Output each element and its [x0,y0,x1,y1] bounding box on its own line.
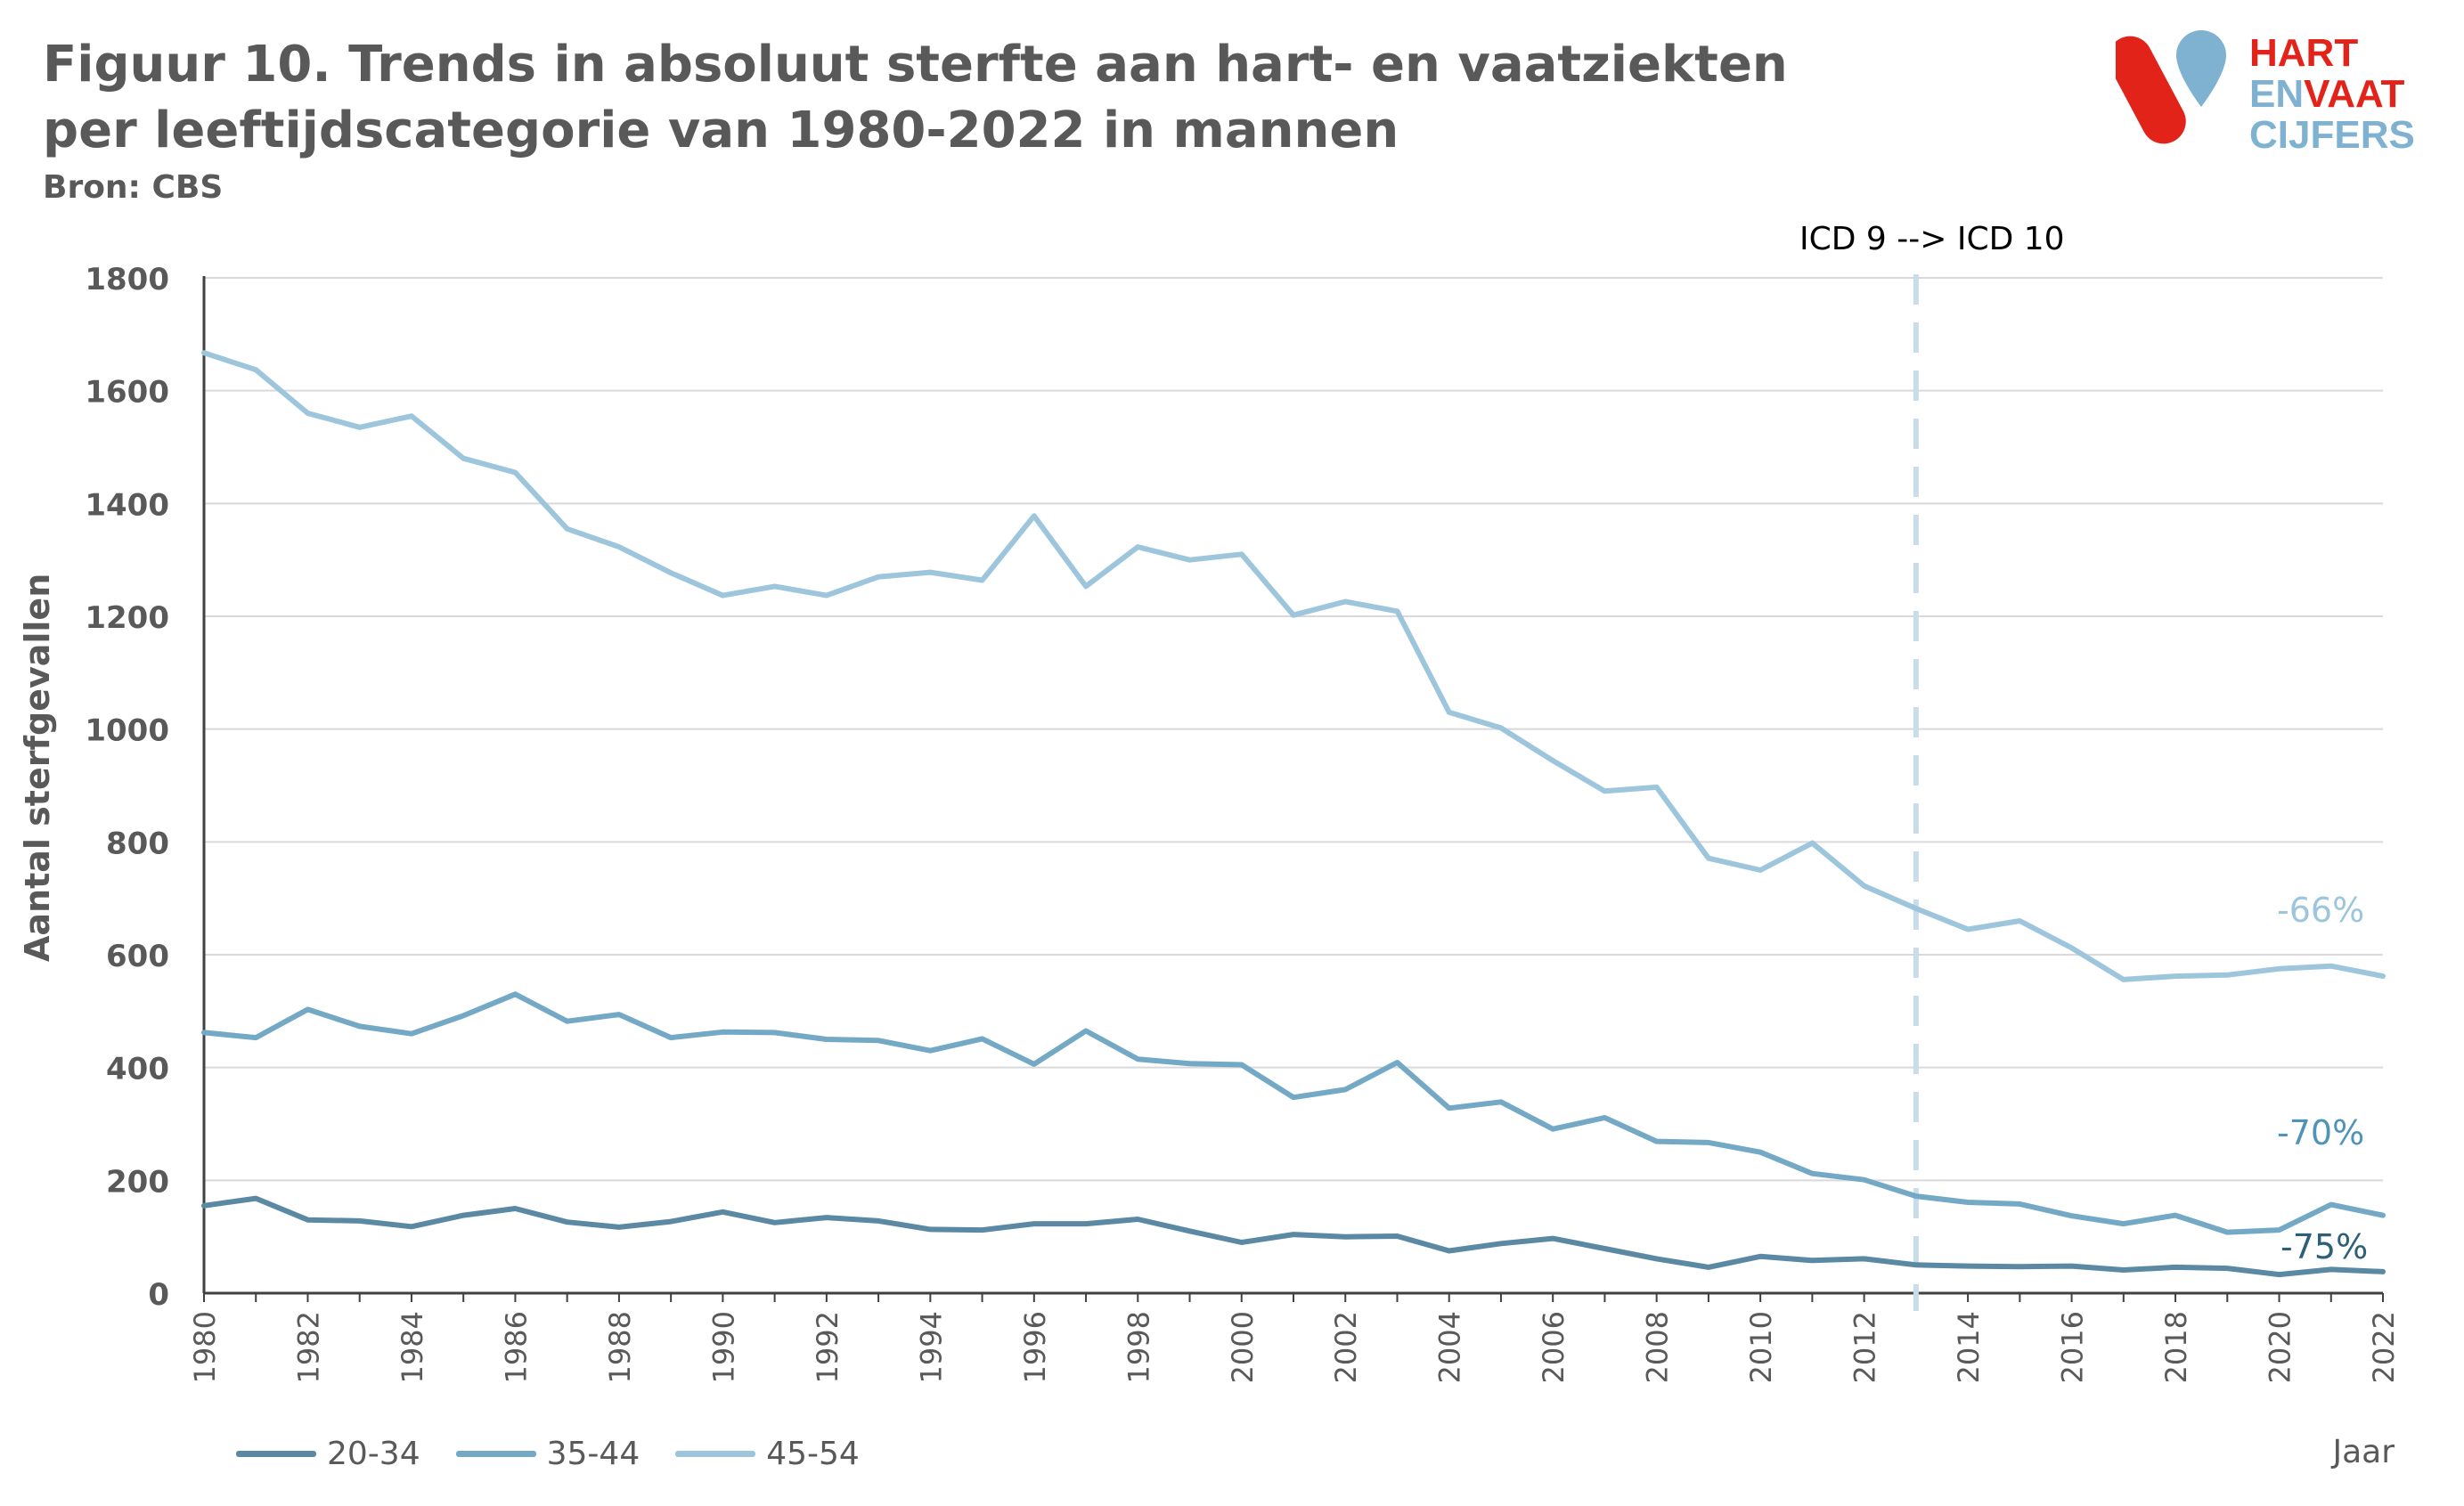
y-tick-label-1400: 1400 [85,487,169,523]
end-label-45-54: -66% [2277,891,2365,930]
series-line-20-34 [201,1195,2386,1278]
legend-label-35-44: 35-44 [546,1436,640,1472]
x-tick-label-2008: 2008 [1641,1311,1675,1383]
legend-item-35-44: 35-44 [455,1436,640,1472]
legend-swatch-20-34 [236,1451,316,1457]
x-tick-label-2014: 2014 [1952,1311,1986,1383]
x-axis-title: Jaar [2332,1434,2395,1470]
x-tick-label-2018: 2018 [2159,1311,2193,1383]
x-tick-label-2010: 2010 [1744,1311,1778,1383]
y-tick-label-600: 600 [106,939,169,974]
y-tick-label-0: 0 [148,1277,169,1313]
x-tick-label-1992: 1992 [811,1311,844,1383]
y-tick-label-400: 400 [106,1052,169,1087]
x-tick-label-1998: 1998 [1122,1311,1155,1383]
legend-label-45-54: 45-54 [766,1436,860,1472]
logo-mark-icon [2116,30,2226,144]
legend-swatch-45-54 [675,1451,756,1457]
legend-label-20-34: 20-34 [327,1436,420,1472]
y-tick-label-200: 200 [106,1164,169,1200]
x-tick-label-2002: 2002 [1329,1311,1363,1383]
series-line-45-54 [201,350,2386,982]
chart-source: Bron: CBS [43,169,224,206]
legend-swatch-35-44 [455,1451,536,1457]
y-tick-label-800: 800 [106,826,169,861]
chart-title: Figuur 10. Trends in absoluut sterfte aa… [43,36,1788,159]
x-tick-label-1990: 1990 [706,1311,740,1383]
x-tick-label-2022: 2022 [2367,1311,2401,1383]
x-tick-label-2006: 2006 [1537,1311,1571,1383]
legend: 20-34 35-44 45-54 [236,1436,860,1472]
x-tick-label-2000: 2000 [1226,1311,1260,1383]
y-axis-title: Aantal sterfgevallen [18,573,57,962]
x-tick-label-2016: 2016 [2056,1311,2090,1383]
end-label-20-34: -75% [2280,1227,2369,1266]
x-tick-label-2020: 2020 [2264,1311,2297,1383]
x-tick-label-1980: 1980 [188,1311,222,1383]
y-tick-label-1800: 1800 [85,262,169,297]
x-tick-label-2012: 2012 [1848,1311,1882,1383]
logo-line2b: VAAT [2304,72,2404,116]
end-label-35-44: -70% [2277,1113,2365,1152]
legend-item-20-34: 20-34 [236,1436,420,1472]
x-tick-label-1988: 1988 [603,1311,637,1383]
icd-annotation: ICD 9 --> ICD 10 [1799,221,2065,257]
x-tick-label-1994: 1994 [914,1311,948,1383]
logo-line3: CIJFERS [2249,113,2415,157]
x-tick-label-1996: 1996 [1018,1311,1052,1383]
logo-line2a: EN [2249,72,2304,116]
y-tick-label-1200: 1200 [85,600,169,636]
x-tick-label-1982: 1982 [291,1311,325,1383]
y-tick-label-1000: 1000 [85,713,169,749]
y-tick-label-1600: 1600 [85,375,169,411]
svg-text:ENVAAT: ENVAAT [2249,72,2404,116]
x-tick-label-2004: 2004 [1433,1311,1467,1383]
logo-line1: HART [2249,31,2358,75]
series-line-35-44 [201,991,2386,1235]
x-tick-label-1984: 1984 [396,1311,429,1383]
legend-item-45-54: 45-54 [675,1436,860,1472]
x-tick-label-1986: 1986 [499,1311,533,1383]
hartenvaat-logo: HART ENVAAT CIJFERS [2116,30,2415,157]
